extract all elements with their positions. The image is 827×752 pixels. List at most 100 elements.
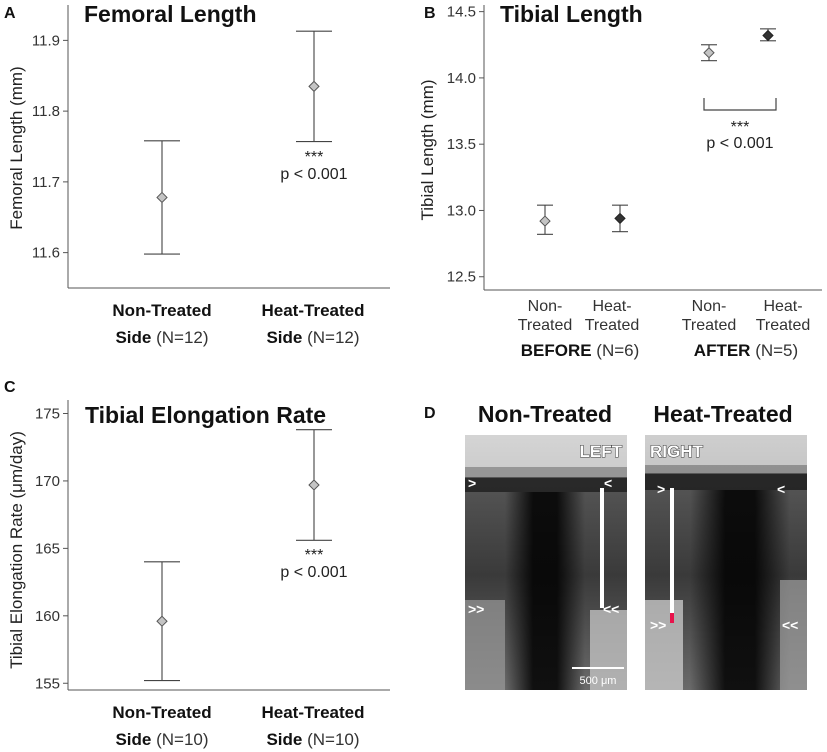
data-point-diamond [703,47,715,59]
panel-c-xlabel-1-n: (N=10) [302,730,359,749]
double-chevron-right-icon: >> [468,601,484,617]
panel-c-y-axis-title: Tibial Elongation Rate (μm/day) [7,431,26,669]
y-tick-label: 14.0 [447,70,476,87]
panel-c-xlabel-0-line2: Side (N=10) [115,730,208,749]
data-point-diamond [539,215,551,227]
panel-c-xlabel-1-line1: Heat-Treated [262,703,365,722]
panel-b-title: Tibial Length [500,1,643,27]
panel-a-title: Femoral Length [84,1,257,27]
growth-plate-length-bar-right [670,488,674,613]
panel-a-points [144,30,332,255]
y-tick-label: 11.7 [32,174,60,191]
panel-c-xlabel-0-bold: Non-Treated [112,703,211,722]
scale-bar-label: 500 μm [580,675,617,687]
double-chevron-left-icon: << [603,601,619,617]
panel-a-xlabel-1-n: (N=12) [302,328,359,347]
y-tick-label: 13.0 [447,202,476,219]
chevron-left-icon: < [604,475,612,491]
double-chevron-left-icon: << [782,617,798,633]
chevron-left-icon: < [777,481,785,497]
double-chevron-right-icon: >> [650,617,666,633]
panel-letter-a: A [4,5,16,22]
panel-c-xlabel-0-n: (N=10) [151,730,208,749]
y-tick-label: 160 [35,608,60,625]
panel-c-xlabel-1-line2: Side (N=10) [266,730,359,749]
panel-b-xlabel-1-line2: Treated [585,317,640,334]
panel-letter-b: B [424,5,436,22]
panel-a-xlabel-0-side: Side [115,328,151,347]
panel-c-xlabel-1-bold: Heat-Treated [262,703,365,722]
panel-c-y-ticks: 155 160 165 170 175 [35,405,68,692]
panel-b-xlabel-0-line1: Non- [528,298,563,315]
data-point-diamond [156,191,168,204]
panel-a-y-ticks: 11.6 11.7 11.8 11.9 [32,32,68,262]
micrograph-right-label: RIGHT [650,442,704,461]
panel-a-xlabel-1-line2: Side (N=12) [266,328,359,347]
panel-b-y-axis-title: Tibial Length (mm) [418,79,437,220]
panel-c-points [144,429,332,682]
panel-a-xlabel-0-line1: Non-Treated [112,301,211,320]
panel-b-annotation-p: p < 0.001 [706,135,773,152]
panel-d: D Non-Treated Heat-Treated LEFT > < >> <… [424,401,807,690]
panel-c-annotation-stars: *** [305,547,324,564]
panel-c-xlabel-0-side: Side [115,730,151,749]
panel-a-annotation-p: p < 0.001 [280,166,347,183]
panel-letter-c: C [4,379,16,396]
panel-letter-d: D [424,405,436,422]
panel-b-group-after: AFTER (N=5) [694,341,798,360]
panel-b-points [537,28,776,235]
panel-a-xlabel-0-line2: Side (N=12) [115,328,208,347]
panel-c-title: Tibial Elongation Rate [85,402,326,428]
panel-b-xlabel-3-line2: Treated [756,317,811,334]
y-tick-label: 170 [35,473,60,490]
data-point-diamond [308,80,320,93]
data-point-diamond [762,29,774,42]
panel-a-xlabel-0-bold: Non-Treated [112,301,211,320]
panel-b-xlabel-2-line2: Treated [682,317,737,334]
growth-difference-highlight [670,613,674,623]
panel-b-annotation-stars: *** [731,119,750,136]
data-point-diamond [614,212,626,225]
panel-b-xlabel-2-line1: Non- [692,298,727,315]
panel-b: B Tibial Length Tibial Length (mm) 12.51… [418,1,822,360]
chevron-right-icon: > [657,481,665,497]
y-tick-label: 13.5 [447,136,476,153]
micrograph-left: LEFT > < >> << 500 μm [465,435,627,690]
panel-a-xlabel-1-bold: Heat-Treated [262,301,365,320]
y-tick-label: 11.9 [32,32,60,49]
y-tick-label: 11.8 [32,103,60,120]
y-tick-label: 175 [35,405,60,422]
micrograph-right: RIGHT > < >> << [645,435,807,690]
y-tick-label: 12.5 [447,269,476,286]
panel-c-annotation-p: p < 0.001 [280,564,347,581]
panel-b-xlabel-0-line2: Treated [518,317,573,334]
photo-heading-heat-treated: Heat-Treated [653,401,792,427]
panel-a-xlabel-1-line1: Heat-Treated [262,301,365,320]
panel-a: A Femoral Length Femoral Length (mm) 11.… [4,1,390,347]
micrograph-left-label: LEFT [580,442,623,461]
panel-b-group-before-n: (N=6) [592,341,640,360]
panel-b-group-after-bold: AFTER [694,341,751,360]
panel-b-group-before: BEFORE (N=6) [521,341,640,360]
panel-a-annotation-stars: *** [305,149,324,166]
panel-c: C Tibial Elongation Rate Tibial Elongati… [4,379,390,749]
y-tick-label: 165 [35,540,60,557]
panel-b-xlabel-1-line1: Heat- [592,298,631,315]
chevron-right-icon: > [468,475,476,491]
panel-b-group-after-n: (N=5) [750,341,798,360]
y-tick-label: 14.5 [447,4,476,21]
y-tick-label: 155 [35,675,60,692]
panel-c-xlabel-1-side: Side [266,730,302,749]
panel-b-significance-bracket [703,98,777,111]
panel-b-y-ticks: 12.5 13.0 13.5 14.0 14.5 [447,4,484,286]
photo-heading-non-treated: Non-Treated [478,401,612,427]
panel-a-xlabel-0-n: (N=12) [151,328,208,347]
panel-a-y-axis-title: Femoral Length (mm) [7,66,26,229]
y-tick-label: 11.6 [32,245,60,262]
data-point-diamond [308,479,320,491]
panel-c-xlabel-0-line1: Non-Treated [112,703,211,722]
panel-b-group-before-bold: BEFORE [521,341,592,360]
data-point-diamond [156,615,168,627]
growth-plate-length-bar-left [600,488,604,608]
